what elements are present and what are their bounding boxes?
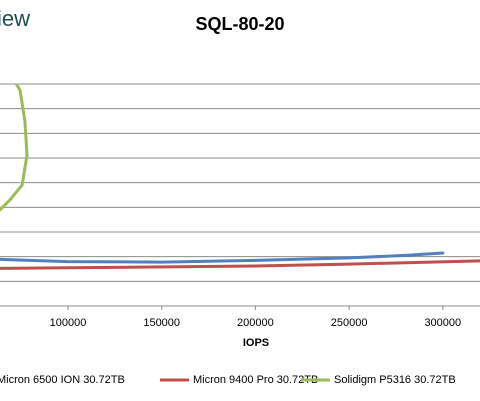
series-line xyxy=(0,83,29,212)
x-tick-label: 250000 xyxy=(331,317,368,329)
legend-label: Micron 6500 ION 30.72TB xyxy=(0,374,125,386)
chart-title: SQL-80-20 xyxy=(195,14,284,34)
x-tick-label: 150000 xyxy=(143,317,180,329)
series-line xyxy=(0,259,480,270)
x-tick-label: 100000 xyxy=(50,317,87,329)
legend-label: Micron 9400 Pro 30.72TB xyxy=(193,374,318,386)
logo: StorageReview xyxy=(0,6,30,31)
series-line xyxy=(0,251,445,264)
x-axis-label: IOPS xyxy=(243,337,269,349)
legend-label: Solidigm P5316 30.72TB xyxy=(334,374,456,386)
x-tick-label: 200000 xyxy=(237,317,274,329)
x-tick-label: 300000 xyxy=(424,317,461,329)
